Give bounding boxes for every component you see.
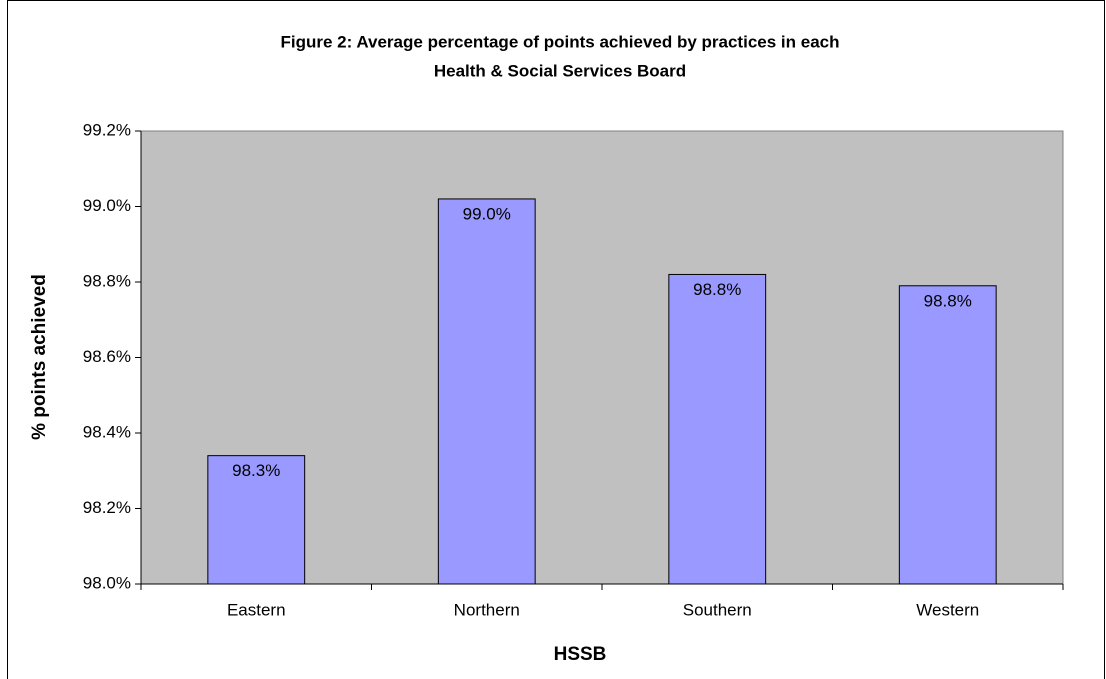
data-label: 98.3% (232, 461, 280, 480)
y-tick-label: 99.2% (83, 120, 131, 139)
y-tick-label: 98.2% (83, 498, 131, 517)
y-tick-label: 99.0% (83, 196, 131, 215)
data-label: 98.8% (924, 291, 972, 310)
y-tick-label: 98.6% (83, 347, 131, 366)
y-tick-label: 98.0% (83, 573, 131, 592)
x-tick-label: Southern (683, 600, 752, 619)
chart-title: Figure 2: Average percentage of points a… (281, 32, 840, 51)
data-label: 99.0% (463, 204, 511, 223)
bar (898, 285, 997, 585)
bar (437, 198, 536, 585)
y-tick-label: 98.8% (83, 271, 131, 290)
bar (207, 455, 306, 585)
chart-title: Health & Social Services Board (434, 61, 686, 80)
x-axis-label: HSSB (554, 644, 607, 665)
x-tick-label: Northern (454, 600, 520, 619)
bar (668, 273, 767, 585)
y-tick-label: 98.4% (83, 422, 131, 441)
x-tick-label: Eastern (227, 600, 286, 619)
y-axis-label: % points achieved (29, 274, 50, 440)
x-tick-label: Western (916, 600, 979, 619)
data-label: 98.8% (693, 280, 741, 299)
